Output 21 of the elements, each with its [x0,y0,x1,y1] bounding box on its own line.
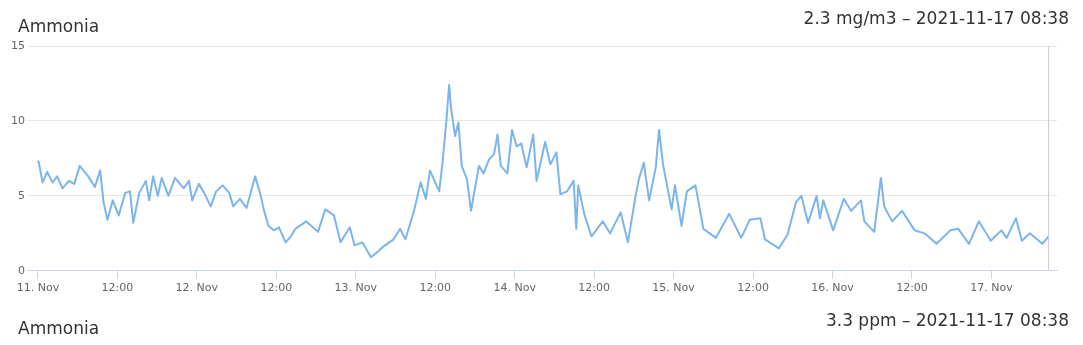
y-tick-label: 15 [11,38,25,52]
text: Ammonia [18,318,100,338]
text: 3.3 ppm – 2021-11-17 08:38 [825,310,1069,330]
x-tick-label: 12:00 [101,281,134,295]
y-tick-label: 0 [18,263,25,277]
x-tick-label: 12:00 [737,281,769,295]
x-tick-label: 11. Nov [16,281,60,295]
chart-title: Ammonia [18,16,100,36]
y-tick-label: 10 [11,113,25,127]
y-tick-label: 5 [18,188,25,202]
x-tick-label: 12:00 [578,281,610,295]
x-tick-label: 12:00 [419,281,452,295]
x-tick-label: 14. Nov [493,281,537,295]
x-tick-label: 17. Nov [970,281,1014,295]
x-tick-label: 15. Nov [652,281,696,295]
x-tick-label: 12:00 [260,281,293,295]
chart-subtitle: 2.3 mg/m3 – 2021-11-17 08:38 [803,8,1069,28]
x-tick-label: 16. Nov [811,281,855,295]
x-tick-label: 12. Nov [175,281,219,295]
x-tick-label: 13. Nov [334,281,378,295]
x-tick-label: 12:00 [896,281,928,295]
